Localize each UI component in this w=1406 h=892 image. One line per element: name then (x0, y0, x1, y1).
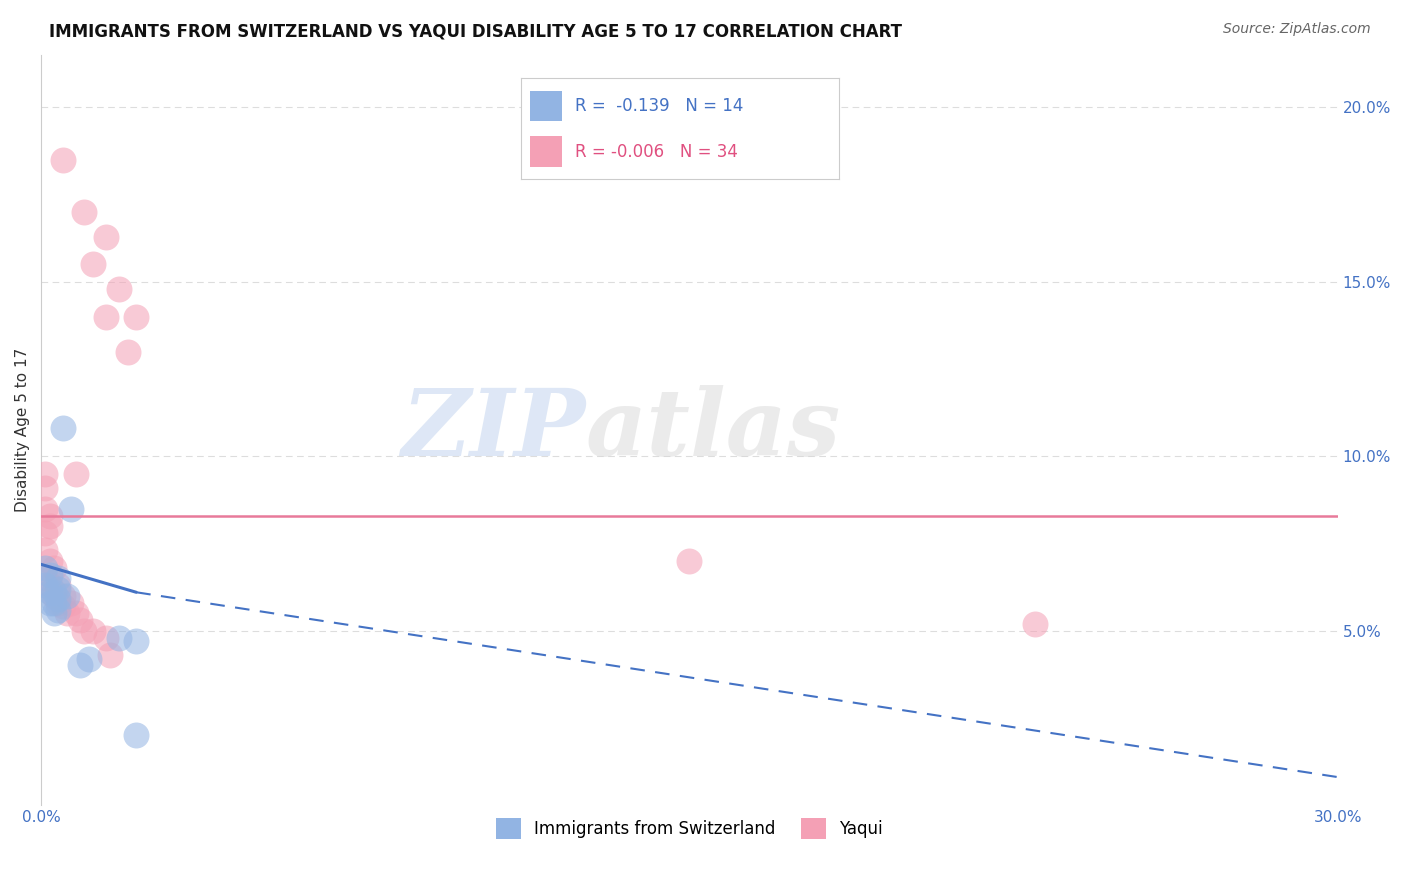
Point (42, 561, 65, 575)
Point (38, 567, 60, 582)
Point (60, 596, 83, 610)
Point (34, 543, 56, 558)
Point (48, 571, 70, 585)
Point (52, 589, 75, 603)
Point (38, 585, 60, 599)
Point (48, 596, 70, 610)
Point (48, 592, 70, 607)
Point (69, 613, 91, 627)
Point (52, 599, 75, 614)
Point (48, 578, 70, 592)
Point (38, 578, 60, 592)
Point (73, 624, 96, 638)
Legend: Immigrants from Switzerland, Yaqui: Immigrants from Switzerland, Yaqui (489, 812, 890, 846)
Point (1024, 616, 1046, 631)
Point (38, 519, 60, 533)
Point (60, 501, 83, 516)
Point (34, 525, 56, 540)
Point (77, 651, 100, 665)
Point (94, 631, 117, 645)
Text: Source: ZipAtlas.com: Source: ZipAtlas.com (1223, 22, 1371, 37)
Point (52, 153, 75, 167)
Point (38, 508, 60, 523)
Point (125, 728, 148, 742)
Text: ZIP: ZIP (402, 385, 586, 475)
Point (34, 481, 56, 495)
Text: atlas: atlas (586, 385, 841, 475)
Point (82, 257, 104, 271)
Point (125, 310, 148, 324)
Y-axis label: Disability Age 5 to 17: Disability Age 5 to 17 (15, 348, 30, 512)
Point (48, 582, 70, 596)
Point (98, 648, 121, 662)
Point (94, 310, 117, 324)
Point (108, 631, 131, 645)
Point (34, 571, 56, 585)
Point (52, 421, 75, 435)
Point (38, 596, 60, 610)
Point (34, 501, 56, 516)
Point (38, 554, 60, 568)
Point (117, 344, 139, 359)
Point (108, 282, 131, 296)
Point (125, 634, 148, 648)
Point (56, 589, 79, 603)
Point (73, 205, 96, 219)
Point (65, 467, 87, 481)
Text: IMMIGRANTS FROM SWITZERLAND VS YAQUI DISABILITY AGE 5 TO 17 CORRELATION CHART: IMMIGRANTS FROM SWITZERLAND VS YAQUI DIS… (49, 22, 903, 40)
Point (56, 606, 79, 620)
Point (48, 603, 70, 617)
Point (94, 229, 117, 244)
Point (42, 596, 65, 610)
Point (69, 658, 91, 673)
Point (42, 589, 65, 603)
Point (34, 561, 56, 575)
Point (678, 554, 700, 568)
Point (42, 585, 65, 599)
Point (82, 624, 104, 638)
Point (34, 467, 56, 481)
Point (42, 606, 65, 620)
Point (34, 578, 56, 592)
Point (65, 606, 87, 620)
